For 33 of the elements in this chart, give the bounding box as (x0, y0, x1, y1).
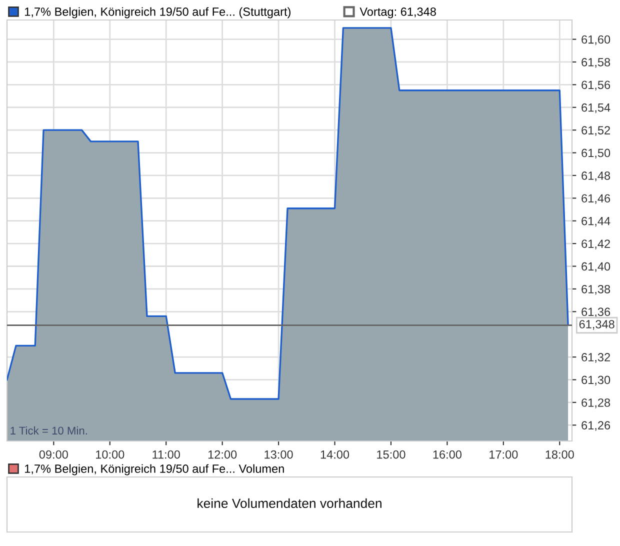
legend-label: Vortag: 61,348 (360, 8, 436, 18)
y-tick-label: 61,42 (582, 240, 610, 250)
x-tick-label: 10:00 (96, 450, 124, 459)
y-tick-label: 61,30 (582, 376, 610, 386)
x-tick-label: 14:00 (320, 450, 350, 459)
legend-label: 1,7% Belgien, Königreich 19/50 auf Fe... (Stuttgart) (25, 7, 290, 18)
y-tick-label: 61,58 (582, 58, 610, 68)
y-tick-label: 61,32 (582, 353, 610, 363)
y-tick-label: 61,56 (582, 80, 610, 90)
text: keine Volumendaten vorhanden (198, 498, 382, 508)
y-tick-label: 61,40 (582, 262, 610, 272)
y-tick-label: 61,46 (582, 194, 610, 204)
x-tick-label: 17:00 (490, 450, 518, 459)
y-tick-label: 61,36 (582, 308, 610, 318)
annotation: 1 Tick = 10 Min. (10, 426, 87, 435)
x-tick-label: 13:00 (264, 450, 293, 459)
text: 61,348 (579, 320, 614, 330)
y-tick-label: 61,38 (582, 284, 610, 295)
y-tick-label: 61,52 (582, 126, 610, 136)
x-tick-label: 16:00 (433, 450, 462, 459)
x-tick-label: 15:00 (377, 450, 406, 459)
y-tick-label: 61,60 (582, 35, 610, 46)
y-tick-label: 61,26 (582, 421, 610, 431)
x-tick-label: 12:00 (208, 450, 237, 459)
x-tick-label: 11:00 (152, 450, 180, 459)
legend-label: 1,7% Belgien, Königreich 19/50 auf Fe... Volumen (25, 464, 284, 476)
y-tick-label: 61,50 (582, 148, 610, 159)
y-tick-label: 61,44 (582, 216, 610, 227)
y-tick-label: 61,54 (582, 103, 610, 114)
x-tick-label: 09:00 (39, 450, 68, 459)
x-tick-label: 18:00 (546, 450, 574, 459)
y-tick-label: 61,48 (582, 172, 610, 182)
y-tick-label: 61,28 (582, 398, 610, 408)
